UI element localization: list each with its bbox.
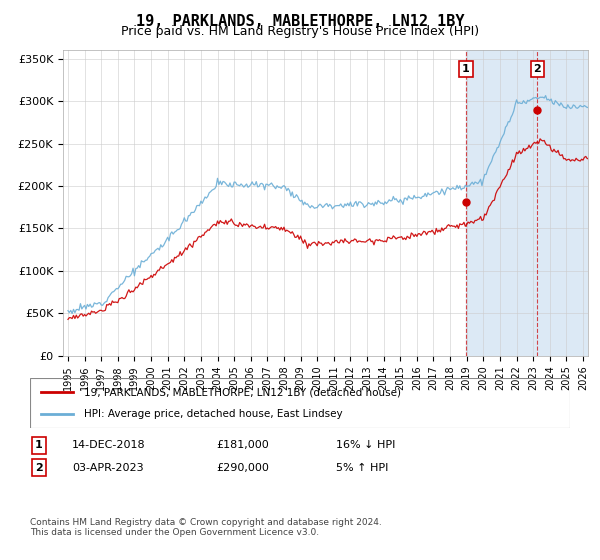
Text: £181,000: £181,000 bbox=[216, 440, 269, 450]
Text: 2: 2 bbox=[35, 463, 43, 473]
Text: Price paid vs. HM Land Registry's House Price Index (HPI): Price paid vs. HM Land Registry's House … bbox=[121, 25, 479, 38]
Text: 19, PARKLANDS, MABLETHORPE, LN12 1BY (detached house): 19, PARKLANDS, MABLETHORPE, LN12 1BY (de… bbox=[84, 387, 401, 397]
Text: Contains HM Land Registry data © Crown copyright and database right 2024.
This d: Contains HM Land Registry data © Crown c… bbox=[30, 518, 382, 538]
Text: 1: 1 bbox=[35, 440, 43, 450]
Bar bbox=[538, 50, 592, 356]
Text: 16% ↓ HPI: 16% ↓ HPI bbox=[336, 440, 395, 450]
Text: 5% ↑ HPI: 5% ↑ HPI bbox=[336, 463, 388, 473]
Text: 03-APR-2023: 03-APR-2023 bbox=[72, 463, 143, 473]
Text: 2: 2 bbox=[533, 64, 541, 74]
Text: 19, PARKLANDS, MABLETHORPE, LN12 1BY: 19, PARKLANDS, MABLETHORPE, LN12 1BY bbox=[136, 14, 464, 29]
Bar bbox=[466, 50, 592, 356]
Text: £290,000: £290,000 bbox=[216, 463, 269, 473]
Text: 14-DEC-2018: 14-DEC-2018 bbox=[72, 440, 146, 450]
Text: 1: 1 bbox=[462, 64, 470, 74]
Text: HPI: Average price, detached house, East Lindsey: HPI: Average price, detached house, East… bbox=[84, 409, 343, 419]
